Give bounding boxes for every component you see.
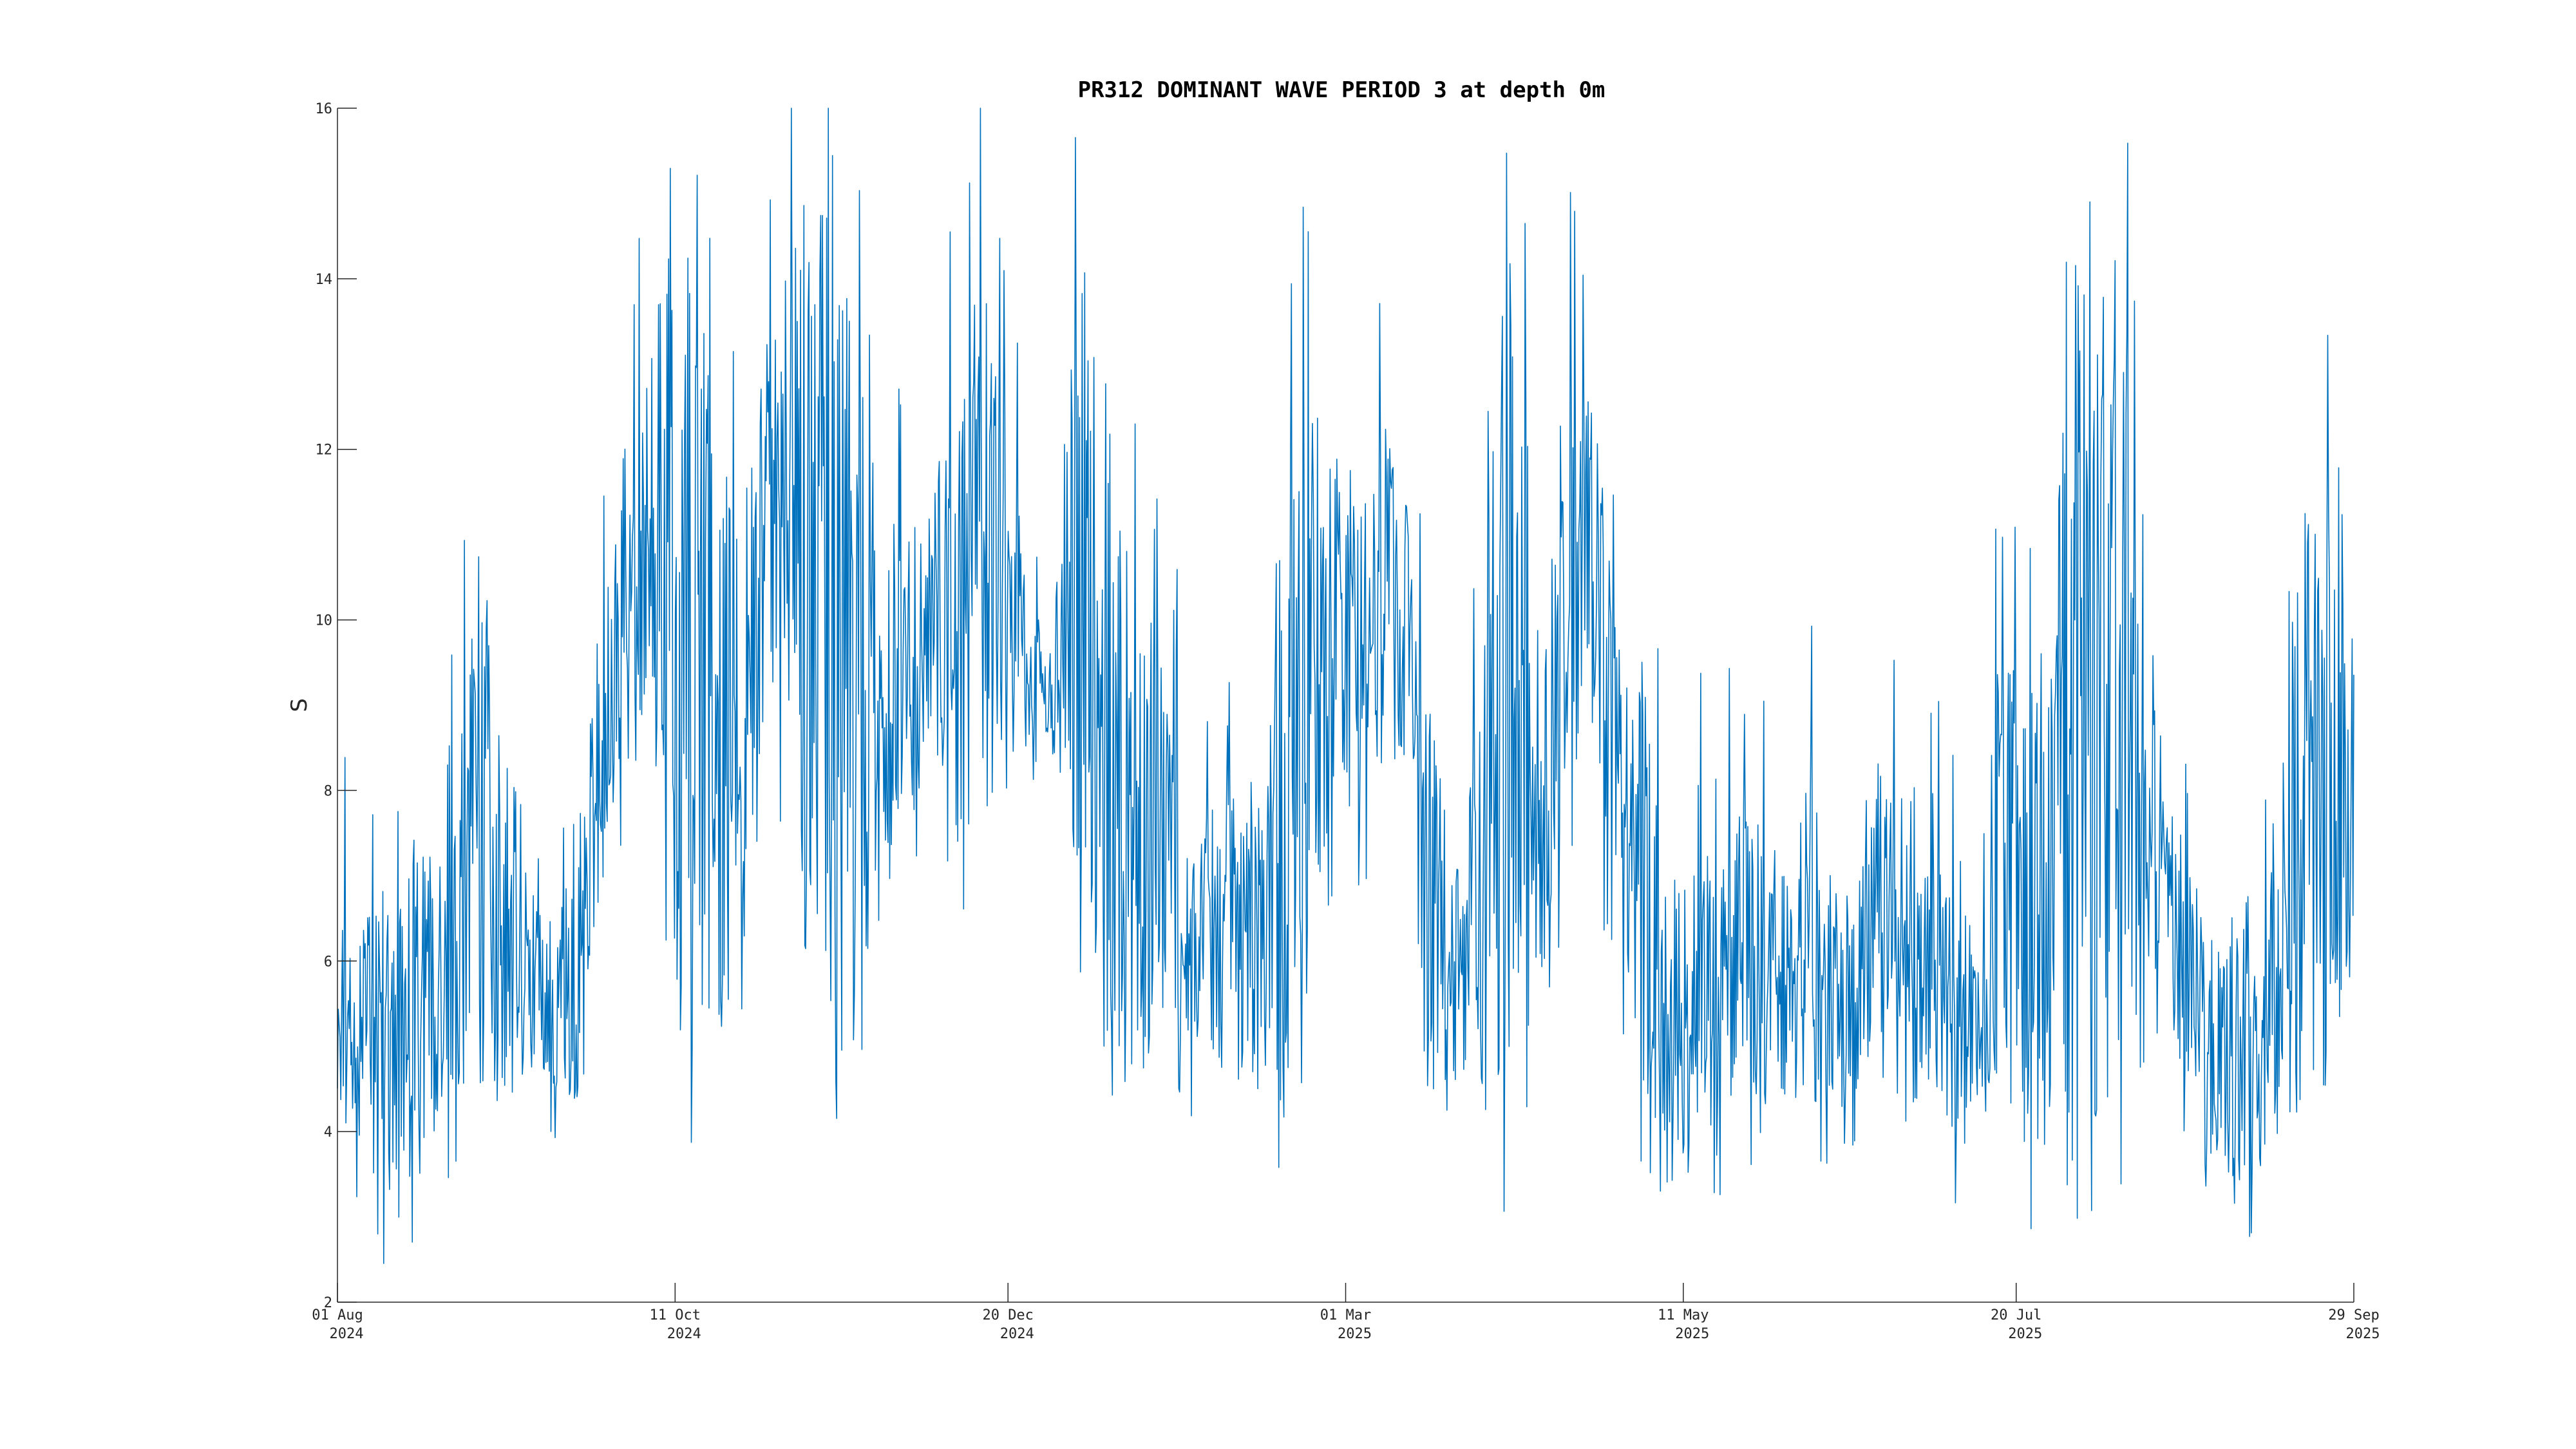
y-tick-label: 6 — [324, 954, 332, 970]
y-tick-label: 8 — [324, 783, 332, 799]
y-tick-label: 14 — [316, 272, 333, 288]
y-tick-label: 2 — [324, 1295, 332, 1311]
y-tick-label: 12 — [316, 442, 333, 459]
x-tick-label: 20 Dec — [982, 1307, 1033, 1323]
y-tick-label: 16 — [316, 101, 333, 117]
y-tick-label: 10 — [316, 613, 333, 629]
x-tick-label: 01 Aug — [312, 1307, 363, 1323]
x-tick-label-year: 2025 — [1338, 1326, 1372, 1342]
x-tick-label-year: 2025 — [1675, 1326, 1709, 1342]
x-tick-label-year: 2024 — [330, 1326, 364, 1342]
y-tick-label: 4 — [324, 1124, 332, 1141]
x-tick-label-year: 2024 — [667, 1326, 701, 1342]
x-tick-label-year: 2025 — [2008, 1326, 2042, 1342]
x-tick-label: 01 Mar — [1320, 1307, 1371, 1323]
series-line — [337, 108, 2354, 1264]
x-ticks: 01 Aug 2024 11 Oct 2024 20 Dec 2024 01 Mar 2025… — [312, 1283, 2380, 1342]
x-tick-label-year: 2025 — [2346, 1326, 2380, 1342]
x-tick-label: 11 Oct — [650, 1307, 701, 1323]
y-ticks: 2 4 6 8 10 12 14 16 — [316, 101, 357, 1311]
x-tick-label-year: 2024 — [1000, 1326, 1034, 1342]
series-polyline — [337, 108, 2354, 1264]
x-tick-label: 20 Jul — [1991, 1307, 2041, 1323]
chart-title: PR312 DOMINANT WAVE PERIOD 3 at depth 0m — [1078, 77, 1605, 103]
y-axis-label: S — [287, 698, 312, 712]
x-tick-label: 29 Sep — [2328, 1307, 2379, 1323]
x-tick-label: 11 May — [1658, 1307, 1709, 1323]
